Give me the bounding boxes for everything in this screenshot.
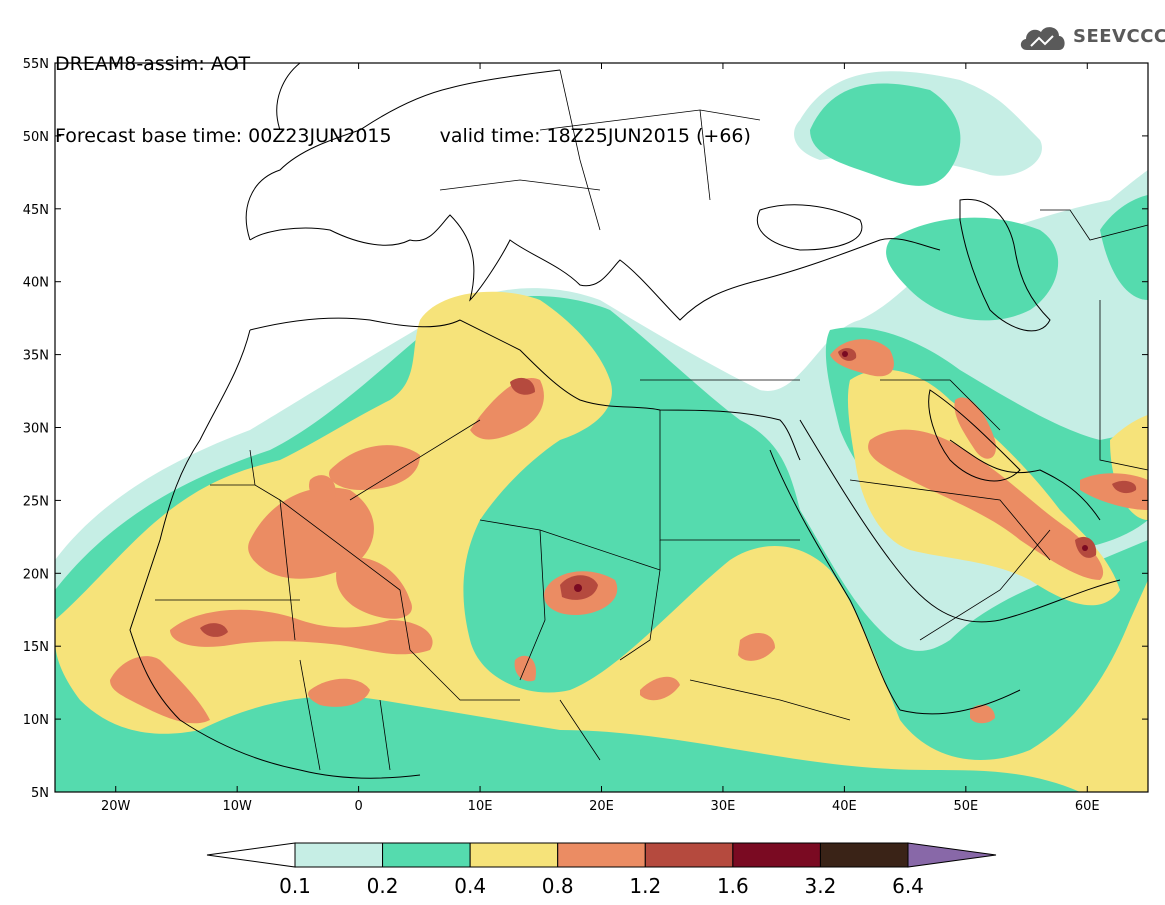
colorbar-swatch: [382, 842, 471, 868]
lon-label: 60E: [1075, 799, 1100, 814]
lat-label: 45N: [23, 203, 49, 218]
lon-label: 20W: [101, 799, 131, 814]
colorbar: 0.1 0.2 0.4 0.8 1.2 1.6 3.2 6.4: [206, 842, 997, 898]
colorbar-label: 1.2: [629, 874, 661, 898]
lat-label: 30N: [23, 422, 49, 437]
colorbar-swatch: [294, 842, 384, 868]
colorbar-label: 0.2: [367, 874, 399, 898]
lon-label: 20E: [589, 799, 614, 814]
colorbar-swatch: [732, 842, 821, 868]
colorbar-swatch: [557, 842, 646, 868]
lon-label: 0: [354, 799, 362, 814]
coastlines: [129, 63, 1121, 779]
lat-label: 15N: [23, 640, 49, 655]
lon-label: 40E: [832, 799, 857, 814]
lat-label: 10N: [23, 713, 49, 728]
colorbar-min-arrow: [206, 842, 296, 868]
lat-label: 5N: [31, 786, 49, 801]
country-borders: [155, 69, 1148, 771]
colorbar-swatch: [644, 842, 734, 868]
aot-level-0.8: [110, 339, 1148, 724]
colorbar-label: 3.2: [805, 874, 837, 898]
lat-label: 20N: [23, 567, 49, 582]
colorbar-label: 0.8: [542, 874, 574, 898]
colorbar-swatch: [469, 842, 559, 868]
logo-text: SEEVCCC: [1073, 26, 1165, 47]
lon-label: 50E: [953, 799, 978, 814]
axis-ticks: [55, 62, 1148, 793]
lat-label: 25N: [23, 494, 49, 509]
lon-label: 10E: [468, 799, 493, 814]
colorbar-max-arrow: [907, 842, 997, 868]
lon-label: 30E: [711, 799, 736, 814]
aot-level-1.6: [574, 351, 1088, 592]
valid-time: valid time: 18Z25JUN2015 (+66): [439, 125, 751, 147]
lon-label: 10W: [222, 799, 252, 814]
axis-labels: 20W 10W 0 10E 20E 30E 40E 50E 60E 55N 50N 45N 40N 35N…: [23, 57, 1100, 814]
map-title: DREAM8-assim: AOT Forecast base time: 00…: [55, 4, 751, 172]
colorbar-label: 6.4: [892, 874, 924, 898]
cloud-icon: [1020, 27, 1065, 50]
colorbar-label: 0.4: [454, 874, 486, 898]
lat-label: 40N: [23, 276, 49, 291]
aot-field: [55, 63, 1148, 792]
colorbar-swatch: [819, 842, 909, 868]
colorbar-label: 1.6: [717, 874, 749, 898]
lat-label: 55N: [23, 57, 49, 72]
forecast-base-time: Forecast base time: 00Z23JUN2015: [55, 125, 392, 147]
lat-label: 35N: [23, 349, 49, 364]
colorbar-label: 0.1: [279, 874, 311, 898]
seevccc-logo: SEEVCCC: [1017, 20, 1165, 56]
lat-label: 50N: [23, 130, 49, 145]
title-line-1: DREAM8-assim: AOT: [55, 53, 251, 75]
title-line-2: Forecast base time: 00Z23JUN2015 valid ti…: [55, 124, 751, 148]
